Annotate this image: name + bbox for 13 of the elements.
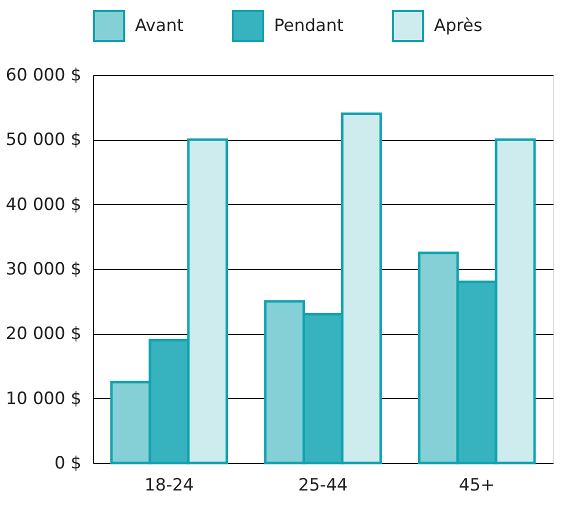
x-tick-label: 25-44 — [298, 476, 348, 496]
legend-label: Pendant — [274, 16, 344, 36]
y-tick-label: 10 000 $ — [6, 388, 82, 409]
y-tick-label: 50 000 $ — [6, 130, 82, 150]
legend-label: Avant — [135, 16, 184, 36]
y-tick-label: 20 000 $ — [6, 324, 82, 344]
y-tick-label: 40 000 $ — [6, 194, 82, 215]
legend-label: Après — [434, 16, 482, 36]
y-tick-label: 30 000 $ — [6, 260, 82, 280]
y-tick-label: 60 000 $ — [6, 66, 82, 86]
x-tick-label: 18-24 — [144, 476, 194, 496]
x-tick-label: 45+ — [458, 476, 495, 496]
y-tick-label: 0 $ — [54, 454, 82, 474]
